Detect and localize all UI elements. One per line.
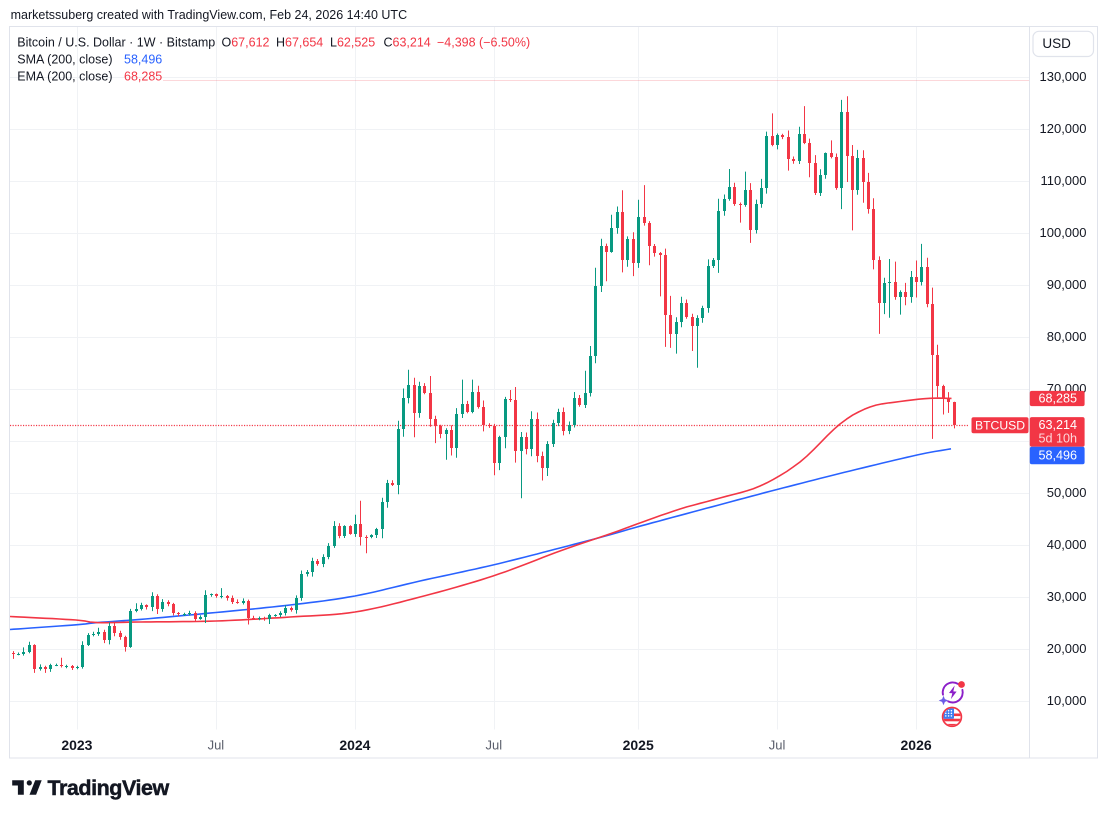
svg-text:marketssuberg created with Tra: marketssuberg created with TradingView.c…	[11, 8, 408, 22]
svg-text:20,000: 20,000	[1047, 641, 1087, 656]
svg-text:2023: 2023	[61, 737, 92, 753]
svg-text:2024: 2024	[339, 737, 370, 753]
svg-text:2026: 2026	[901, 737, 932, 753]
svg-text:10,000: 10,000	[1047, 693, 1087, 708]
svg-text:Jul: Jul	[208, 738, 225, 753]
svg-text:58,496: 58,496	[1039, 449, 1078, 463]
svg-text:80,000: 80,000	[1047, 329, 1087, 344]
svg-text:50,000: 50,000	[1047, 485, 1087, 500]
svg-text:Bitcoin / U.S. Dollar · 1W · B: Bitcoin / U.S. Dollar · 1W · Bitstamp	[17, 36, 215, 50]
svg-text:63,214: 63,214	[1039, 418, 1078, 432]
svg-text:BTCUSD: BTCUSD	[975, 418, 1025, 432]
svg-text:Jul: Jul	[769, 738, 786, 753]
svg-text:120,000: 120,000	[1040, 121, 1087, 136]
svg-text:USD: USD	[1042, 36, 1071, 51]
svg-text:C63,214: C63,214	[384, 36, 431, 50]
svg-text:110,000: 110,000	[1040, 173, 1086, 188]
svg-text:SMA (200, close): SMA (200, close)	[17, 53, 112, 67]
svg-text:5d 10h: 5d 10h	[1039, 431, 1078, 445]
svg-text:68,285: 68,285	[1039, 392, 1078, 406]
svg-text:30,000: 30,000	[1047, 589, 1087, 604]
svg-text:90,000: 90,000	[1047, 277, 1087, 292]
svg-text:68,285: 68,285	[124, 70, 162, 84]
svg-text:130,000: 130,000	[1040, 69, 1087, 84]
svg-text:O67,612: O67,612	[222, 36, 270, 50]
svg-text:EMA (200, close): EMA (200, close)	[17, 70, 112, 84]
svg-text:H67,654: H67,654	[276, 36, 323, 50]
svg-text:40,000: 40,000	[1047, 537, 1087, 552]
svg-text:L62,525: L62,525	[330, 36, 375, 50]
svg-text:58,496: 58,496	[124, 53, 162, 67]
svg-text:2025: 2025	[623, 737, 654, 753]
svg-text:−4,398 (−6.50%): −4,398 (−6.50%)	[437, 36, 530, 50]
svg-text:TradingView: TradingView	[48, 776, 170, 800]
svg-text:100,000: 100,000	[1040, 225, 1087, 240]
svg-text:Jul: Jul	[485, 738, 502, 753]
